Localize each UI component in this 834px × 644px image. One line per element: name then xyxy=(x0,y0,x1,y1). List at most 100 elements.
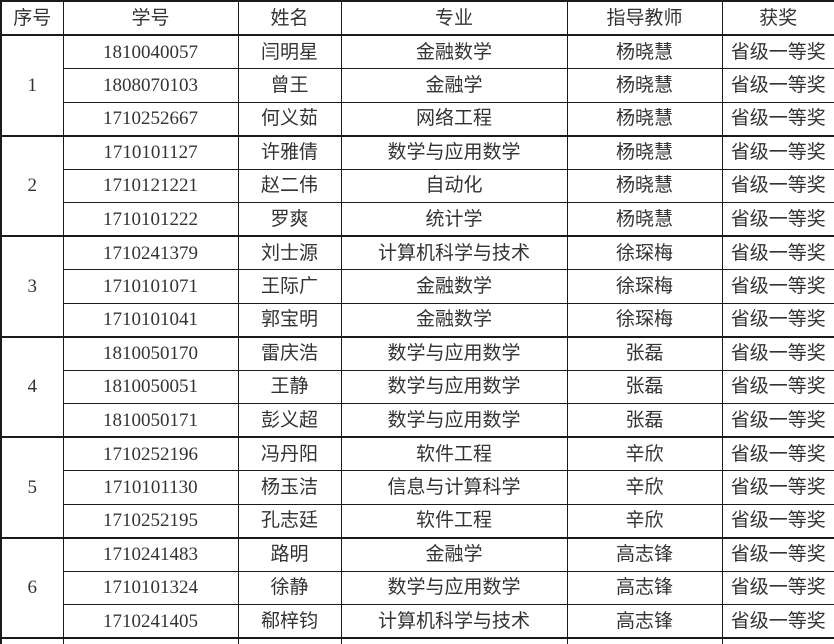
table-row: 1710101222 罗爽 统计学 杨晓慧 省级一等奖 xyxy=(1,202,834,237)
table-row: 2 1710101127 许雅倩 数学与应用数学 杨晓慧 省级一等奖 xyxy=(0,134,834,237)
cell-major: 数学与应用数学 xyxy=(340,134,568,170)
cell-student-id: 1710252195 xyxy=(62,503,239,538)
cell-student-id: 1710101071 xyxy=(62,269,239,304)
cell-group-index: 5 xyxy=(0,436,64,538)
cell-advisor: 杨晓慧 xyxy=(566,34,723,69)
cell-advisor: 杨晓慧 xyxy=(566,101,723,136)
col-header-name: 姓名 xyxy=(237,0,342,36)
cell-major: 数学与应用数学 xyxy=(340,369,568,404)
cell-name: 王际广 xyxy=(237,269,342,304)
cell-student-id: 1710252196 xyxy=(62,436,239,471)
cell-advisor: 杨晓慧 xyxy=(566,134,723,170)
cell-group-index: 1 xyxy=(0,34,64,136)
cell-name: 刘士源 xyxy=(237,235,342,270)
table-row: 1710252667 何义茹 网络工程 杨晓慧 省级一等奖 xyxy=(1,101,834,136)
cell-group-index: 2 xyxy=(0,134,64,237)
cell-award: 省级一等奖 xyxy=(721,235,834,270)
cell-award: 省级一等奖 xyxy=(721,101,834,136)
cell-major: 自动化 xyxy=(340,168,568,203)
empty-cell xyxy=(566,637,723,644)
partial-row xyxy=(0,637,834,644)
cell-major: 网络工程 xyxy=(340,101,568,136)
cell-major: 软件工程 xyxy=(340,503,568,538)
cell-award: 省级一等奖 xyxy=(721,403,834,438)
cell-name: 路明 xyxy=(237,536,342,572)
empty-cell xyxy=(0,637,64,644)
cell-name: 王静 xyxy=(237,369,342,404)
cell-student-id: 1710101041 xyxy=(62,302,239,337)
cell-award: 省级一等奖 xyxy=(721,570,834,605)
cell-group-index: 6 xyxy=(0,536,64,639)
cell-name: 何义茹 xyxy=(237,101,342,136)
cell-advisor: 高志锋 xyxy=(566,536,723,572)
table-row: 1 1810040057 闫明星 金融数学 杨晓慧 省级一等奖 xyxy=(0,34,834,136)
cell-major: 金融学 xyxy=(340,536,568,572)
cell-student-id: 1710121221 xyxy=(62,168,239,203)
cell-major: 统计学 xyxy=(340,202,568,237)
cell-advisor: 高志锋 xyxy=(566,570,723,605)
cell-major: 金融数学 xyxy=(340,302,568,337)
table-row: 6 1710241483 路明 金融学 高志锋 省级一等奖 xyxy=(0,536,834,639)
table-row: 1810050171 彭义超 数学与应用数学 张磊 省级一等奖 xyxy=(1,403,834,438)
empty-cell xyxy=(237,637,342,644)
cell-student-id: 1810050170 xyxy=(62,335,239,371)
cell-student-id: 1810050171 xyxy=(62,403,239,438)
cell-award: 省级一等奖 xyxy=(721,34,834,69)
cell-major: 金融数学 xyxy=(340,34,568,69)
table-row: 1710121221 赵二伟 自动化 杨晓慧 省级一等奖 xyxy=(1,168,834,203)
table-row: 1710101071 王际广 金融数学 徐琛梅 省级一等奖 xyxy=(1,269,834,304)
table-row: 1710252195 孔志廷 软件工程 辛欣 省级一等奖 xyxy=(1,503,834,538)
cell-name: 郭宝明 xyxy=(237,302,342,337)
cell-major: 计算机科学与技术 xyxy=(340,604,568,639)
cell-major: 软件工程 xyxy=(340,436,568,471)
cell-major: 金融学 xyxy=(340,68,568,103)
header-row: 序号 学号 姓名 专业 指导教师 获奖 xyxy=(0,0,834,36)
col-header-advisor: 指导教师 xyxy=(566,0,723,36)
cell-advisor: 辛欣 xyxy=(566,436,723,471)
col-header-award: 获奖 xyxy=(721,0,834,36)
table-row: 5 1710252196 冯丹阳 软件工程 辛欣 省级一等奖 xyxy=(0,436,834,538)
cell-advisor: 张磊 xyxy=(566,369,723,404)
cell-group-index: 3 xyxy=(0,235,64,337)
cell-major: 金融数学 xyxy=(340,269,568,304)
cell-advisor: 杨晓慧 xyxy=(566,168,723,203)
cell-award: 省级一等奖 xyxy=(721,470,834,505)
cell-name: 雷庆浩 xyxy=(237,335,342,371)
cell-student-id: 1710252667 xyxy=(62,101,239,136)
cell-student-id: 1710241379 xyxy=(62,235,239,270)
col-header-student-id: 学号 xyxy=(62,0,239,36)
cell-major: 信息与计算科学 xyxy=(340,470,568,505)
cell-award: 省级一等奖 xyxy=(721,168,834,203)
cell-award: 省级一等奖 xyxy=(721,134,834,170)
cell-advisor: 张磊 xyxy=(566,335,723,371)
empty-cell xyxy=(340,637,568,644)
cell-student-id: 1710101222 xyxy=(62,202,239,237)
cell-award: 省级一等奖 xyxy=(721,335,834,371)
empty-cell xyxy=(62,637,239,644)
cell-advisor: 徐琛梅 xyxy=(566,269,723,304)
cell-student-id: 1710101324 xyxy=(62,570,239,605)
cell-award: 省级一等奖 xyxy=(721,68,834,103)
table-row: 3 1710241379 刘士源 计算机科学与技术 徐琛梅 省级一等奖 xyxy=(0,235,834,337)
cell-advisor: 辛欣 xyxy=(566,470,723,505)
table-row: 1710101324 徐静 数学与应用数学 高志锋 省级一等奖 xyxy=(1,570,834,605)
cell-name: 彭义超 xyxy=(237,403,342,438)
cell-award: 省级一等奖 xyxy=(721,536,834,572)
col-header-major: 专业 xyxy=(340,0,568,36)
cell-student-id: 1810050051 xyxy=(62,369,239,404)
cell-name: 罗爽 xyxy=(237,202,342,237)
table-body: 1 1810040057 闫明星 金融数学 杨晓慧 省级一等奖 1808070103 曾王 金融… xyxy=(0,34,834,644)
cell-major: 数学与应用数学 xyxy=(340,335,568,371)
table-row: 1710241405 郗梓钧 计算机科学与技术 高志锋 省级一等奖 xyxy=(1,604,834,639)
cell-advisor: 杨晓慧 xyxy=(566,202,723,237)
cell-advisor: 杨晓慧 xyxy=(566,68,723,103)
table-row: 1710101130 杨玉洁 信息与计算科学 辛欣 省级一等奖 xyxy=(1,470,834,505)
cell-major: 数学与应用数学 xyxy=(340,570,568,605)
cell-group-index: 4 xyxy=(0,335,64,438)
cell-advisor: 徐琛梅 xyxy=(566,235,723,270)
cell-advisor: 徐琛梅 xyxy=(566,302,723,337)
cell-award: 省级一等奖 xyxy=(721,202,834,237)
cell-major: 数学与应用数学 xyxy=(340,403,568,438)
empty-cell xyxy=(721,637,834,644)
